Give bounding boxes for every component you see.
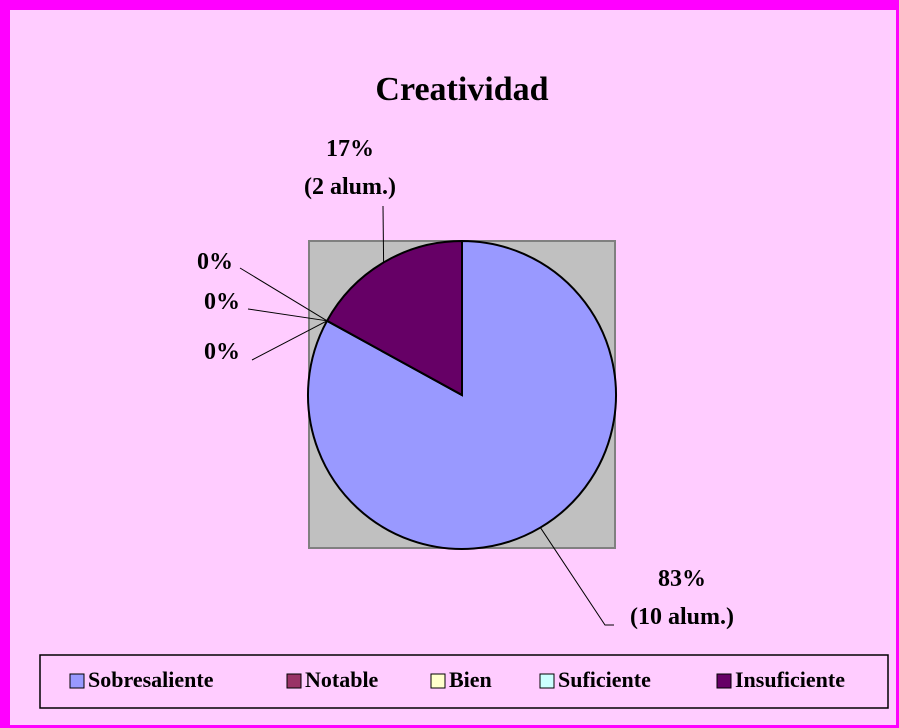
leader-line xyxy=(539,527,614,626)
legend-swatch xyxy=(716,673,732,689)
leader-line xyxy=(382,205,385,263)
pie-slice xyxy=(325,239,463,397)
legend-swatch xyxy=(430,673,446,689)
legend-label: Insuficiente xyxy=(735,667,845,692)
legend-swatch xyxy=(286,673,302,689)
legend-swatch xyxy=(539,673,555,689)
leader-line xyxy=(247,308,328,322)
legend-label: Notable xyxy=(305,667,379,692)
legend-box xyxy=(39,654,889,709)
chart-title: Creatividad xyxy=(375,71,549,108)
data-label: 0% xyxy=(204,289,240,315)
legend-swatch xyxy=(69,673,85,689)
data-label: 83% (10 alum.) xyxy=(630,566,734,630)
data-label: 0% xyxy=(197,249,233,275)
data-label: 0% xyxy=(204,339,240,365)
leader-line xyxy=(239,267,328,322)
legend-label: Sobresaliente xyxy=(88,667,214,692)
leader-line xyxy=(251,320,328,361)
data-label: 17% (2 alum.) xyxy=(304,136,396,200)
legend-label: Suficiente xyxy=(558,667,651,692)
legend-label: Bien xyxy=(449,667,492,692)
